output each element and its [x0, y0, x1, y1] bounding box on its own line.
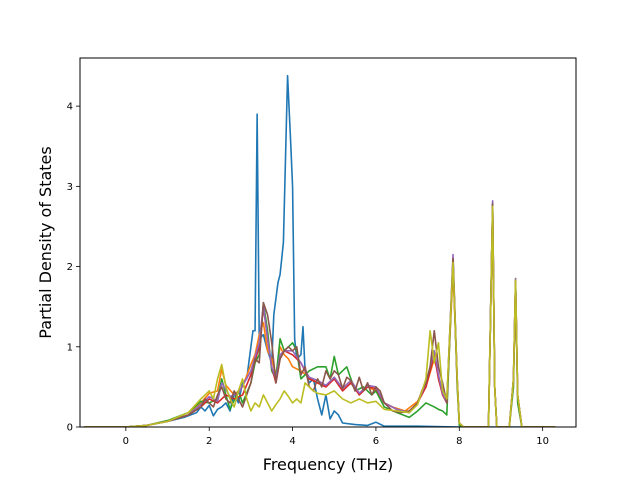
y-tick-label: 4	[67, 102, 73, 113]
series-layer	[84, 74, 556, 427]
x-tick-label: 6	[373, 436, 379, 447]
y-axis-ticks: 0 1 2 3 4	[67, 102, 80, 434]
series-line-1	[84, 74, 556, 427]
plot-frame	[79, 57, 577, 428]
y-tick-label: 1	[67, 342, 73, 353]
x-tick-label: 2	[206, 436, 212, 447]
x-tick-label: 0	[123, 436, 129, 447]
x-tick-label: 8	[456, 436, 462, 447]
series-line-3	[84, 201, 556, 427]
x-tick-label: 10	[536, 436, 549, 447]
x-tick-label: 4	[289, 436, 295, 447]
x-axis-label: Frequency (THz)	[263, 455, 393, 474]
y-tick-label: 2	[67, 262, 73, 273]
y-tick-label: 3	[67, 182, 73, 193]
y-axis-label: Partial Density of States	[36, 146, 55, 338]
y-tick-label: 0	[67, 423, 73, 434]
series-line-7	[84, 205, 556, 427]
x-axis-ticks: 0 2 4 6 8 10	[123, 427, 549, 447]
